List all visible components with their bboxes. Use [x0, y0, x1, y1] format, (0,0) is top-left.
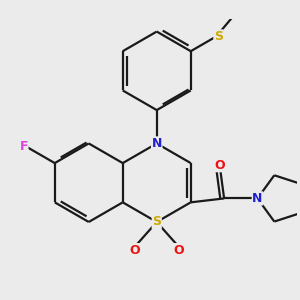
Text: O: O: [215, 159, 226, 172]
Text: S: S: [152, 215, 161, 229]
Text: F: F: [20, 140, 28, 153]
Text: N: N: [252, 192, 263, 205]
Text: O: O: [173, 244, 184, 256]
Text: S: S: [214, 30, 223, 43]
Text: O: O: [130, 244, 140, 256]
Text: N: N: [152, 137, 162, 150]
